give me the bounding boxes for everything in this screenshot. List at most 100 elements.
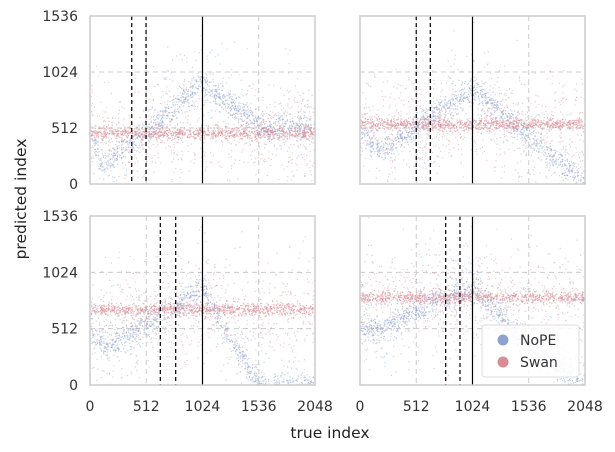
swan-point	[403, 124, 405, 126]
swan-point	[302, 136, 304, 138]
nope-point	[157, 113, 159, 115]
nope-point	[555, 162, 557, 164]
nope-point	[537, 151, 540, 153]
swan-point	[517, 112, 519, 114]
nope-point	[509, 88, 511, 90]
nope-point	[550, 174, 553, 176]
nope-point	[374, 150, 376, 152]
swan-point	[95, 132, 97, 134]
nope-point	[568, 162, 570, 164]
swan-point	[297, 115, 299, 117]
nope-point	[297, 124, 299, 126]
swan-point	[581, 126, 583, 128]
swan-point	[146, 128, 148, 130]
nope-point	[468, 95, 470, 97]
nope-point	[444, 99, 446, 101]
nope-point	[413, 131, 416, 133]
swan-point	[259, 125, 261, 127]
nope-point	[564, 175, 566, 177]
swan-point	[520, 123, 522, 125]
nope-point	[462, 100, 464, 102]
nope-point	[187, 89, 189, 91]
swan-point	[92, 115, 94, 117]
nope-point	[457, 94, 459, 96]
nope-point	[390, 153, 393, 155]
nope-point	[387, 138, 389, 140]
swan-point	[280, 130, 282, 132]
swan-point	[196, 130, 198, 132]
nope-point	[259, 124, 261, 126]
swan-point	[278, 129, 280, 131]
nope-point	[171, 118, 173, 120]
nope-point	[224, 96, 226, 98]
swan-point	[369, 138, 371, 140]
swan-point	[123, 128, 125, 130]
swan-point	[426, 123, 428, 125]
nope-point	[125, 141, 127, 143]
swan-point	[229, 132, 231, 134]
nope-point	[419, 124, 421, 126]
nope-point	[195, 100, 197, 102]
nope-point	[245, 118, 248, 120]
nope-point	[114, 150, 117, 152]
nope-point	[533, 138, 535, 140]
nope-point	[120, 154, 122, 156]
nope-point	[364, 108, 366, 110]
swan-point	[308, 129, 311, 131]
swan-point	[234, 139, 236, 141]
nope-point	[291, 106, 293, 108]
nope-point	[486, 105, 488, 107]
nope-point	[97, 141, 99, 143]
nope-point	[286, 138, 288, 140]
nope-point	[246, 112, 248, 114]
nope-point	[372, 135, 374, 137]
nope-point	[149, 92, 152, 95]
nope-point	[398, 113, 400, 115]
swan-point	[160, 132, 162, 134]
swan-point	[135, 132, 137, 135]
swan-point	[409, 122, 411, 125]
nope-point	[377, 140, 379, 142]
swan-point	[204, 168, 206, 170]
nope-point	[399, 137, 401, 139]
swan-point	[274, 101, 276, 104]
swan-point	[190, 143, 192, 145]
nope-point	[376, 144, 378, 146]
nope-point	[371, 150, 373, 153]
nope-point	[205, 88, 207, 90]
nope-point	[375, 142, 377, 144]
nope-point	[432, 115, 434, 117]
nope-point	[285, 115, 288, 117]
nope-point	[535, 115, 537, 117]
nope-point	[182, 92, 184, 94]
nope-point	[546, 165, 548, 167]
nope-point	[492, 113, 494, 115]
nope-point	[520, 129, 522, 131]
swan-point	[296, 157, 298, 159]
nope-point	[401, 150, 403, 152]
swan-point	[224, 131, 226, 133]
nope-point	[161, 116, 163, 118]
nope-point	[379, 153, 381, 155]
swan-point	[266, 134, 268, 136]
nope-point	[570, 165, 572, 167]
nope-point	[422, 126, 424, 128]
nope-point	[536, 113, 538, 115]
swan-point	[241, 128, 243, 130]
swan-point	[255, 130, 257, 132]
swan-point	[263, 127, 265, 129]
swan-point	[307, 139, 309, 141]
swan-point	[224, 137, 226, 139]
nope-point	[384, 156, 386, 158]
nope-point	[250, 111, 252, 113]
nope-point	[490, 113, 492, 115]
swan-point	[482, 139, 484, 141]
swan-point	[306, 131, 308, 133]
nope-point	[293, 123, 295, 125]
nope-point	[128, 151, 130, 153]
swan-point	[107, 144, 110, 146]
swan-point	[193, 152, 195, 154]
swan-point	[517, 111, 519, 113]
swan-point	[285, 130, 288, 132]
swan-point	[205, 134, 207, 136]
